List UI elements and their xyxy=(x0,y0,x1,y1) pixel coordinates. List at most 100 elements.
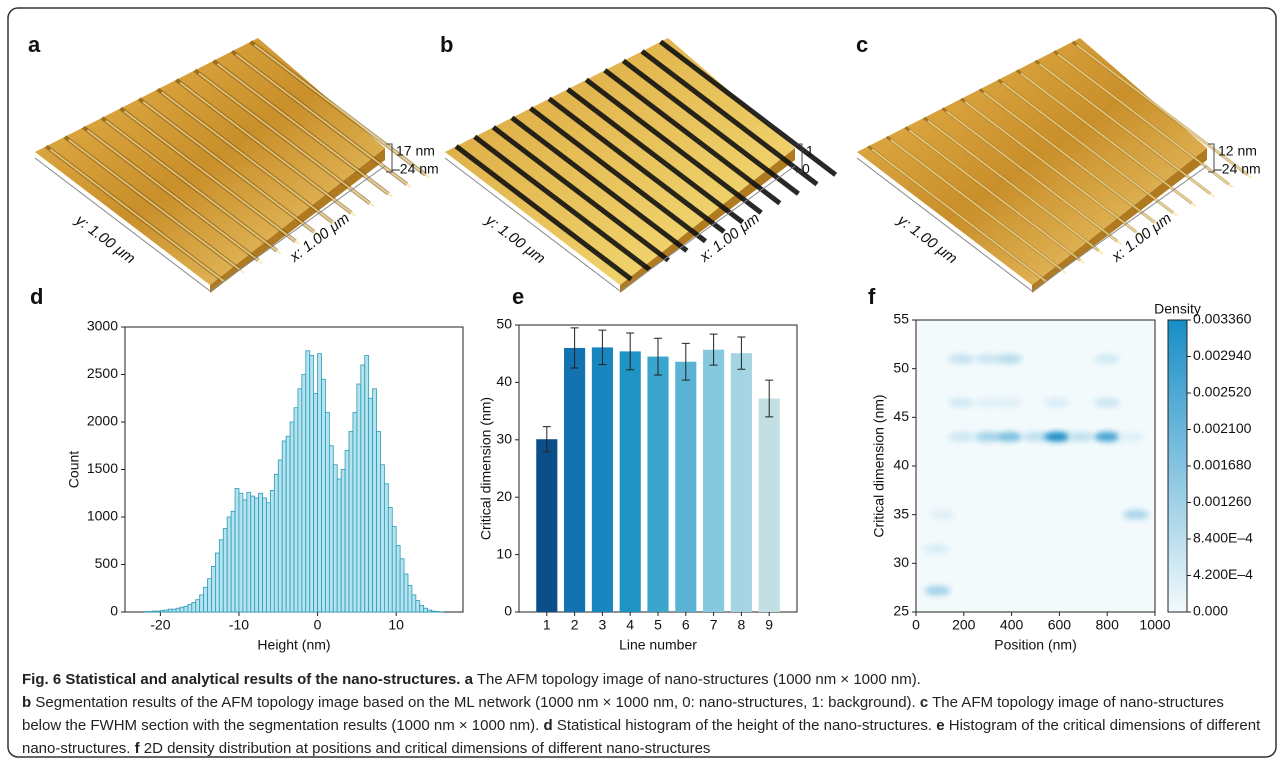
colorbar-tick-label: 0.003360 xyxy=(1193,311,1252,327)
afm-highlight xyxy=(964,101,1141,236)
histogram-bar xyxy=(356,383,362,613)
colorbar-tick-label: 0.002100 xyxy=(1193,420,1252,436)
histogram-bar xyxy=(427,609,432,613)
afm-axis xyxy=(209,165,386,292)
histogram-bar xyxy=(230,510,236,613)
caption-item-label: f xyxy=(134,740,140,757)
histogram-bar xyxy=(332,464,338,613)
afm-highlight xyxy=(983,91,1160,227)
afm-highlight xyxy=(86,129,263,265)
y-tick-label: 10 xyxy=(496,545,512,561)
y-tick-label: 2000 xyxy=(87,413,118,429)
x-tick-label: 3 xyxy=(599,617,607,633)
x-tick-label: -10 xyxy=(229,617,249,633)
histogram-bar xyxy=(191,602,197,613)
histogram-bar xyxy=(273,473,279,613)
y-tick-label: 50 xyxy=(496,316,512,332)
histogram-bar xyxy=(238,492,244,613)
bar xyxy=(536,439,558,612)
histogram-bar xyxy=(399,558,405,613)
caption-item-label: c xyxy=(919,694,929,711)
afm-highlight xyxy=(216,63,394,198)
density-spot xyxy=(996,353,1023,364)
colorbar-tick-label: 0.000 xyxy=(1193,603,1228,619)
density-spot xyxy=(1044,431,1071,442)
scale-bottom: –24 nm xyxy=(392,161,439,177)
density-spot xyxy=(948,353,975,364)
x-tick-label: 600 xyxy=(1048,617,1072,633)
y-tick-label: 55 xyxy=(893,311,909,327)
x-axis-label: Height (nm) xyxy=(257,637,330,653)
y-tick-label: 500 xyxy=(95,555,119,571)
figure-frame xyxy=(7,7,1277,758)
histogram-bar xyxy=(218,539,224,613)
afm-highlight xyxy=(1038,63,1216,198)
histogram-bar xyxy=(415,600,421,613)
histogram-bar xyxy=(211,566,216,613)
caption-item-text: The AFM topology image of nano-structure… xyxy=(476,671,921,688)
bar xyxy=(758,398,780,612)
density-spot xyxy=(996,397,1023,408)
density-spot xyxy=(974,431,1001,442)
afm-ridge xyxy=(621,58,800,196)
histogram-bar xyxy=(403,573,409,613)
histogram-bar xyxy=(262,497,267,613)
afm-highlight xyxy=(908,129,1085,265)
afm-ridge xyxy=(603,68,782,206)
density-spot xyxy=(948,397,975,408)
histogram-bar xyxy=(391,526,397,613)
density-spot xyxy=(1094,397,1121,408)
error-bar xyxy=(681,342,690,381)
histogram-bar xyxy=(207,578,212,613)
histogram-bar xyxy=(317,353,322,613)
histogram-bar xyxy=(258,492,263,613)
x-axis-label: Position (nm) xyxy=(994,637,1076,653)
density-spot xyxy=(948,431,975,442)
caption-item-label: d xyxy=(543,717,553,734)
caption-item-label: e xyxy=(936,717,945,734)
caption: Fig. 6 Statistical and analytical result… xyxy=(22,668,1262,760)
x-tick-label: 400 xyxy=(1000,617,1024,633)
histogram-bar xyxy=(171,608,177,613)
density-spot xyxy=(1094,431,1121,442)
x-tick-label: 5 xyxy=(654,617,662,633)
histogram-bar xyxy=(159,610,165,613)
bar xyxy=(703,349,725,612)
histogram-bar xyxy=(281,440,287,613)
afm-highlight xyxy=(871,148,1048,284)
histogram-bar xyxy=(321,378,326,613)
y-tick-label: 0 xyxy=(110,603,118,619)
x-tick-label: 10 xyxy=(388,617,404,633)
histogram-bar xyxy=(407,585,413,613)
afm-highlight xyxy=(161,91,338,227)
histogram-bar xyxy=(156,610,161,613)
density-spot xyxy=(1067,431,1094,442)
caption-item-text: Segmentation results of the AFM topology… xyxy=(35,694,916,711)
x-tick-label: 6 xyxy=(682,617,690,633)
histogram-bar xyxy=(301,374,307,613)
x-tick-label: 200 xyxy=(952,617,976,633)
caption-title: Fig. 6 Statistical and analytical result… xyxy=(22,671,461,688)
histogram-bar xyxy=(431,610,436,613)
afm-highlight xyxy=(68,139,245,274)
histogram-bar xyxy=(152,610,157,613)
afm-highlight xyxy=(253,44,431,179)
afm-ridge xyxy=(528,106,707,244)
x-tick-label: 0 xyxy=(912,617,920,633)
panel-label: c xyxy=(856,32,868,57)
y-axis-label: Count xyxy=(66,451,82,488)
error-bar xyxy=(626,332,635,371)
afm-image: 17 nm–24 nmy: 1.00 μm x: 1.00 μm xyxy=(34,38,439,293)
caption-item-text: The AFM topology image of nano-structure… xyxy=(22,694,1224,734)
afm-highlight xyxy=(927,120,1104,255)
y-axis-label: Critical dimension (nm) xyxy=(478,397,494,540)
colorbar-tick-label: 0.001680 xyxy=(1193,457,1252,473)
histogram-bar xyxy=(340,469,346,613)
x-tick-label: -20 xyxy=(150,617,170,633)
afm-highlight xyxy=(1075,44,1253,179)
error-bar xyxy=(765,379,774,418)
y-tick-label: 25 xyxy=(893,603,909,619)
x-axis-label: Line number xyxy=(619,637,697,653)
scale-top: 1 xyxy=(806,143,814,159)
histogram-bar xyxy=(411,594,417,613)
